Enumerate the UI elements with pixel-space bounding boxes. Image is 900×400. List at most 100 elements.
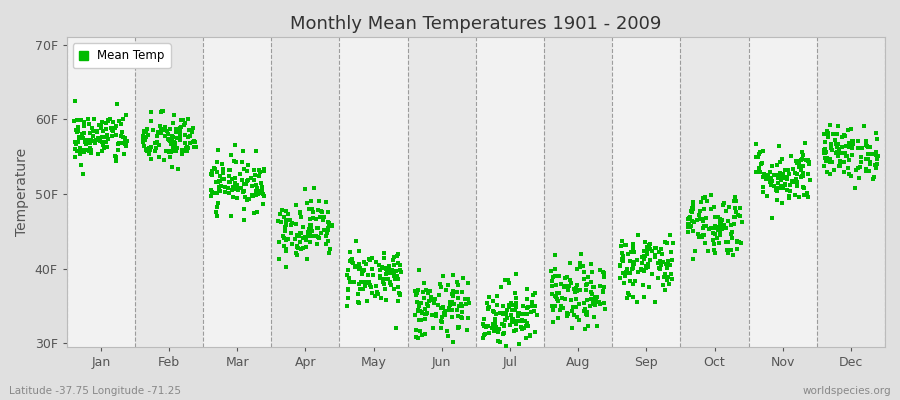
Point	[352, 265, 366, 272]
Point	[76, 130, 91, 137]
Point	[315, 209, 329, 216]
Text: Latitude -37.75 Longitude -71.25: Latitude -37.75 Longitude -71.25	[9, 386, 181, 396]
Point	[436, 272, 450, 279]
Point	[289, 202, 303, 208]
Point	[211, 147, 225, 153]
Point	[113, 132, 128, 139]
Point	[645, 248, 660, 254]
Point	[212, 172, 227, 179]
Point	[653, 258, 668, 264]
Point	[820, 169, 834, 175]
Point	[426, 296, 440, 303]
Point	[155, 126, 169, 132]
Point	[352, 261, 366, 267]
Point	[626, 263, 640, 270]
Point	[597, 284, 611, 291]
Point	[349, 262, 364, 269]
Point	[508, 321, 523, 327]
Point	[566, 286, 580, 292]
Point	[173, 133, 187, 139]
Point	[245, 191, 259, 198]
Point	[519, 323, 534, 330]
Point	[626, 281, 640, 287]
Point	[292, 209, 307, 215]
Point	[825, 131, 840, 137]
Point	[383, 278, 398, 285]
Point	[782, 171, 796, 177]
Point	[573, 251, 588, 258]
Point	[558, 282, 572, 289]
Point	[291, 244, 305, 251]
Point	[760, 172, 775, 178]
Point	[152, 154, 166, 160]
Point	[86, 138, 101, 144]
Point	[656, 282, 670, 288]
Point	[712, 223, 726, 229]
Point	[823, 171, 837, 178]
Point	[365, 271, 380, 278]
Bar	[817, 37, 885, 347]
Point	[508, 295, 523, 301]
Point	[765, 214, 779, 221]
Point	[498, 317, 512, 323]
Point	[275, 233, 290, 239]
Point	[620, 295, 634, 302]
Point	[726, 221, 741, 228]
Point	[828, 137, 842, 143]
Point	[631, 232, 645, 239]
Point	[662, 281, 676, 288]
Point	[164, 141, 178, 148]
Point	[551, 315, 565, 322]
Point	[494, 283, 508, 290]
Point	[205, 172, 220, 178]
Point	[295, 235, 310, 242]
Point	[519, 320, 534, 326]
Point	[425, 312, 439, 318]
Point	[596, 268, 610, 275]
Point	[309, 216, 323, 222]
Point	[665, 240, 680, 247]
Point	[293, 245, 308, 252]
Point	[410, 307, 425, 313]
Point	[99, 126, 113, 132]
Point	[284, 220, 299, 226]
Point	[853, 159, 868, 165]
Point	[626, 241, 640, 248]
Point	[445, 307, 459, 314]
Point	[370, 289, 384, 295]
Point	[837, 159, 851, 165]
Point	[820, 155, 834, 162]
Point	[321, 221, 336, 228]
Point	[137, 128, 151, 134]
Point	[290, 243, 304, 250]
Point	[179, 145, 194, 151]
Point	[519, 305, 534, 311]
Point	[518, 318, 533, 324]
Point	[162, 148, 176, 155]
Point	[830, 144, 844, 150]
Point	[138, 137, 152, 144]
Point	[106, 118, 121, 125]
Point	[713, 232, 727, 238]
Point	[715, 226, 729, 232]
Point	[143, 144, 157, 150]
Point	[418, 280, 432, 286]
Point	[235, 159, 249, 166]
Point	[817, 149, 832, 156]
Point	[278, 228, 293, 234]
Point	[170, 166, 184, 172]
Point	[79, 141, 94, 147]
Point	[778, 174, 793, 181]
Point	[635, 254, 650, 260]
Point	[257, 167, 272, 174]
Point	[686, 228, 700, 234]
Point	[725, 235, 740, 241]
Point	[284, 217, 298, 223]
Point	[752, 169, 767, 176]
Point	[694, 199, 708, 206]
Point	[152, 142, 166, 148]
Point	[169, 125, 184, 132]
Point	[643, 257, 657, 263]
Point	[140, 129, 154, 135]
Point	[725, 228, 740, 235]
